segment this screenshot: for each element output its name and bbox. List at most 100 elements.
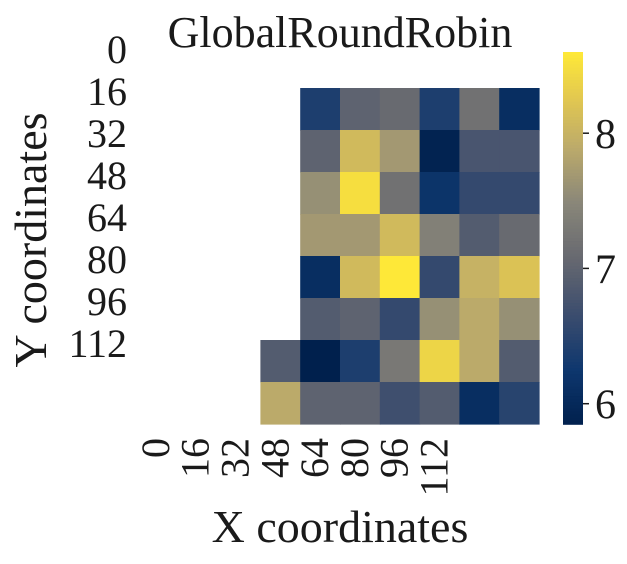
colorbar-segment: [563, 256, 583, 261]
heatmap-cell: [379, 214, 421, 257]
colorbar-segment: [563, 86, 583, 90]
x-tick-label: 48: [252, 438, 297, 478]
x-tick-label: 96: [372, 438, 417, 478]
y-tick-label: 16: [87, 69, 127, 114]
colorbar-segment: [563, 380, 583, 385]
heatmap-cell: [499, 382, 540, 425]
colorbar-segment: [563, 225, 583, 230]
colorbar-segment: [563, 73, 583, 78]
colorbar-segment: [563, 166, 583, 171]
colorbar-segment: [563, 269, 583, 273]
colorbar-segment: [563, 303, 583, 307]
y-tick-label: 96: [87, 279, 127, 324]
colorbar-segment: [563, 92, 583, 97]
colorbar-segment: [563, 120, 583, 125]
colorbar-segment: [563, 362, 583, 366]
colorbar-segment: [563, 200, 583, 205]
x-tick-label: 16: [173, 438, 218, 478]
colorbar-tick-labels: 6 7 8: [583, 112, 616, 429]
colorbar-segment: [563, 104, 583, 109]
colorbar-segment: [563, 98, 583, 103]
colorbar-segment: [563, 126, 583, 131]
x-tick-label: 32: [213, 438, 258, 478]
colorbar-segment: [563, 67, 583, 72]
colorbar-segment: [563, 290, 583, 295]
heatmap-cell: [379, 340, 421, 383]
heatmap-cell: [499, 298, 540, 341]
colorbar-segment: [563, 244, 583, 249]
heatmap-cell: [300, 256, 341, 299]
colorbar-segment: [563, 284, 583, 289]
heatmap-cell: [499, 172, 540, 215]
colorbar-segment: [563, 259, 583, 264]
colorbar-segment: [563, 64, 583, 69]
colorbar-segment: [563, 405, 583, 410]
heatmap-cell: [300, 88, 341, 131]
colorbar-segment: [563, 272, 583, 276]
colorbar-segment: [563, 110, 583, 115]
colorbar-segment: [563, 123, 583, 128]
heatmap-cell: [340, 214, 381, 257]
x-tick-label: 80: [332, 438, 377, 478]
colorbar-segment: [563, 197, 583, 202]
heatmap-cell: [499, 88, 540, 131]
heatmap-cell: [340, 382, 381, 425]
heatmap-cell: [379, 298, 421, 341]
heatmap-cell: [419, 340, 460, 383]
y-tick-label: 64: [87, 195, 127, 240]
heatmap-cell: [459, 382, 500, 425]
colorbar-segment: [563, 163, 583, 168]
colorbar-segment: [563, 203, 583, 208]
heatmap-cell: [419, 88, 460, 131]
x-tick-label: 64: [292, 438, 337, 478]
colorbar-segment: [563, 151, 583, 156]
heatmap-cell: [340, 172, 381, 215]
colorbar-segment: [563, 95, 583, 100]
colorbar-segment: [563, 349, 583, 354]
heatmap-cell: [419, 130, 460, 173]
x-axis-label: X coordinates: [212, 501, 469, 552]
heatmap-cell: [379, 130, 421, 173]
y-tick-label: 112: [68, 321, 127, 366]
colorbar-segment: [563, 70, 583, 75]
colorbar-segment: [563, 371, 583, 376]
colorbar-segment: [563, 383, 583, 388]
colorbar-segment: [563, 219, 583, 224]
x-tick-label: 112: [412, 438, 457, 497]
colorbar-segment: [563, 293, 583, 298]
colorbar-segment: [563, 331, 583, 335]
heatmap-cell: [419, 298, 460, 341]
colorbar-segment: [563, 355, 583, 360]
colorbar-segment: [563, 306, 583, 311]
colorbar-segment: [563, 374, 583, 379]
colorbar-segment: [563, 281, 583, 286]
colorbar-segment: [563, 402, 583, 407]
colorbar-segment: [563, 148, 583, 152]
heatmap-cell: [459, 256, 500, 299]
colorbar-segment: [563, 321, 583, 326]
colorbar-segment: [563, 157, 583, 162]
colorbar-segment: [563, 207, 583, 211]
colorbar-segment: [563, 296, 583, 301]
colorbar-segment: [563, 365, 583, 369]
colorbar-segment: [563, 89, 583, 94]
heatmap-cell: [499, 256, 540, 299]
colorbar-segment: [563, 191, 583, 196]
colorbar-segment: [563, 138, 583, 143]
colorbar-segment: [563, 52, 583, 56]
colorbar-segment: [563, 287, 583, 292]
colorbar-segment: [563, 194, 583, 199]
colorbar-segment: [563, 169, 583, 174]
heatmap-cell: [379, 256, 421, 299]
heatmap-cells: [260, 88, 540, 425]
heatmap-cell: [499, 130, 540, 173]
colorbar-segment: [563, 228, 583, 233]
colorbar-segment: [563, 420, 583, 425]
colorbar-segment: [563, 368, 583, 373]
colorbar-segment: [563, 408, 583, 413]
colorbar-segment: [563, 417, 583, 422]
colorbar-segment: [563, 238, 583, 242]
colorbar-segment: [563, 358, 583, 363]
heatmap-cell: [499, 340, 540, 383]
